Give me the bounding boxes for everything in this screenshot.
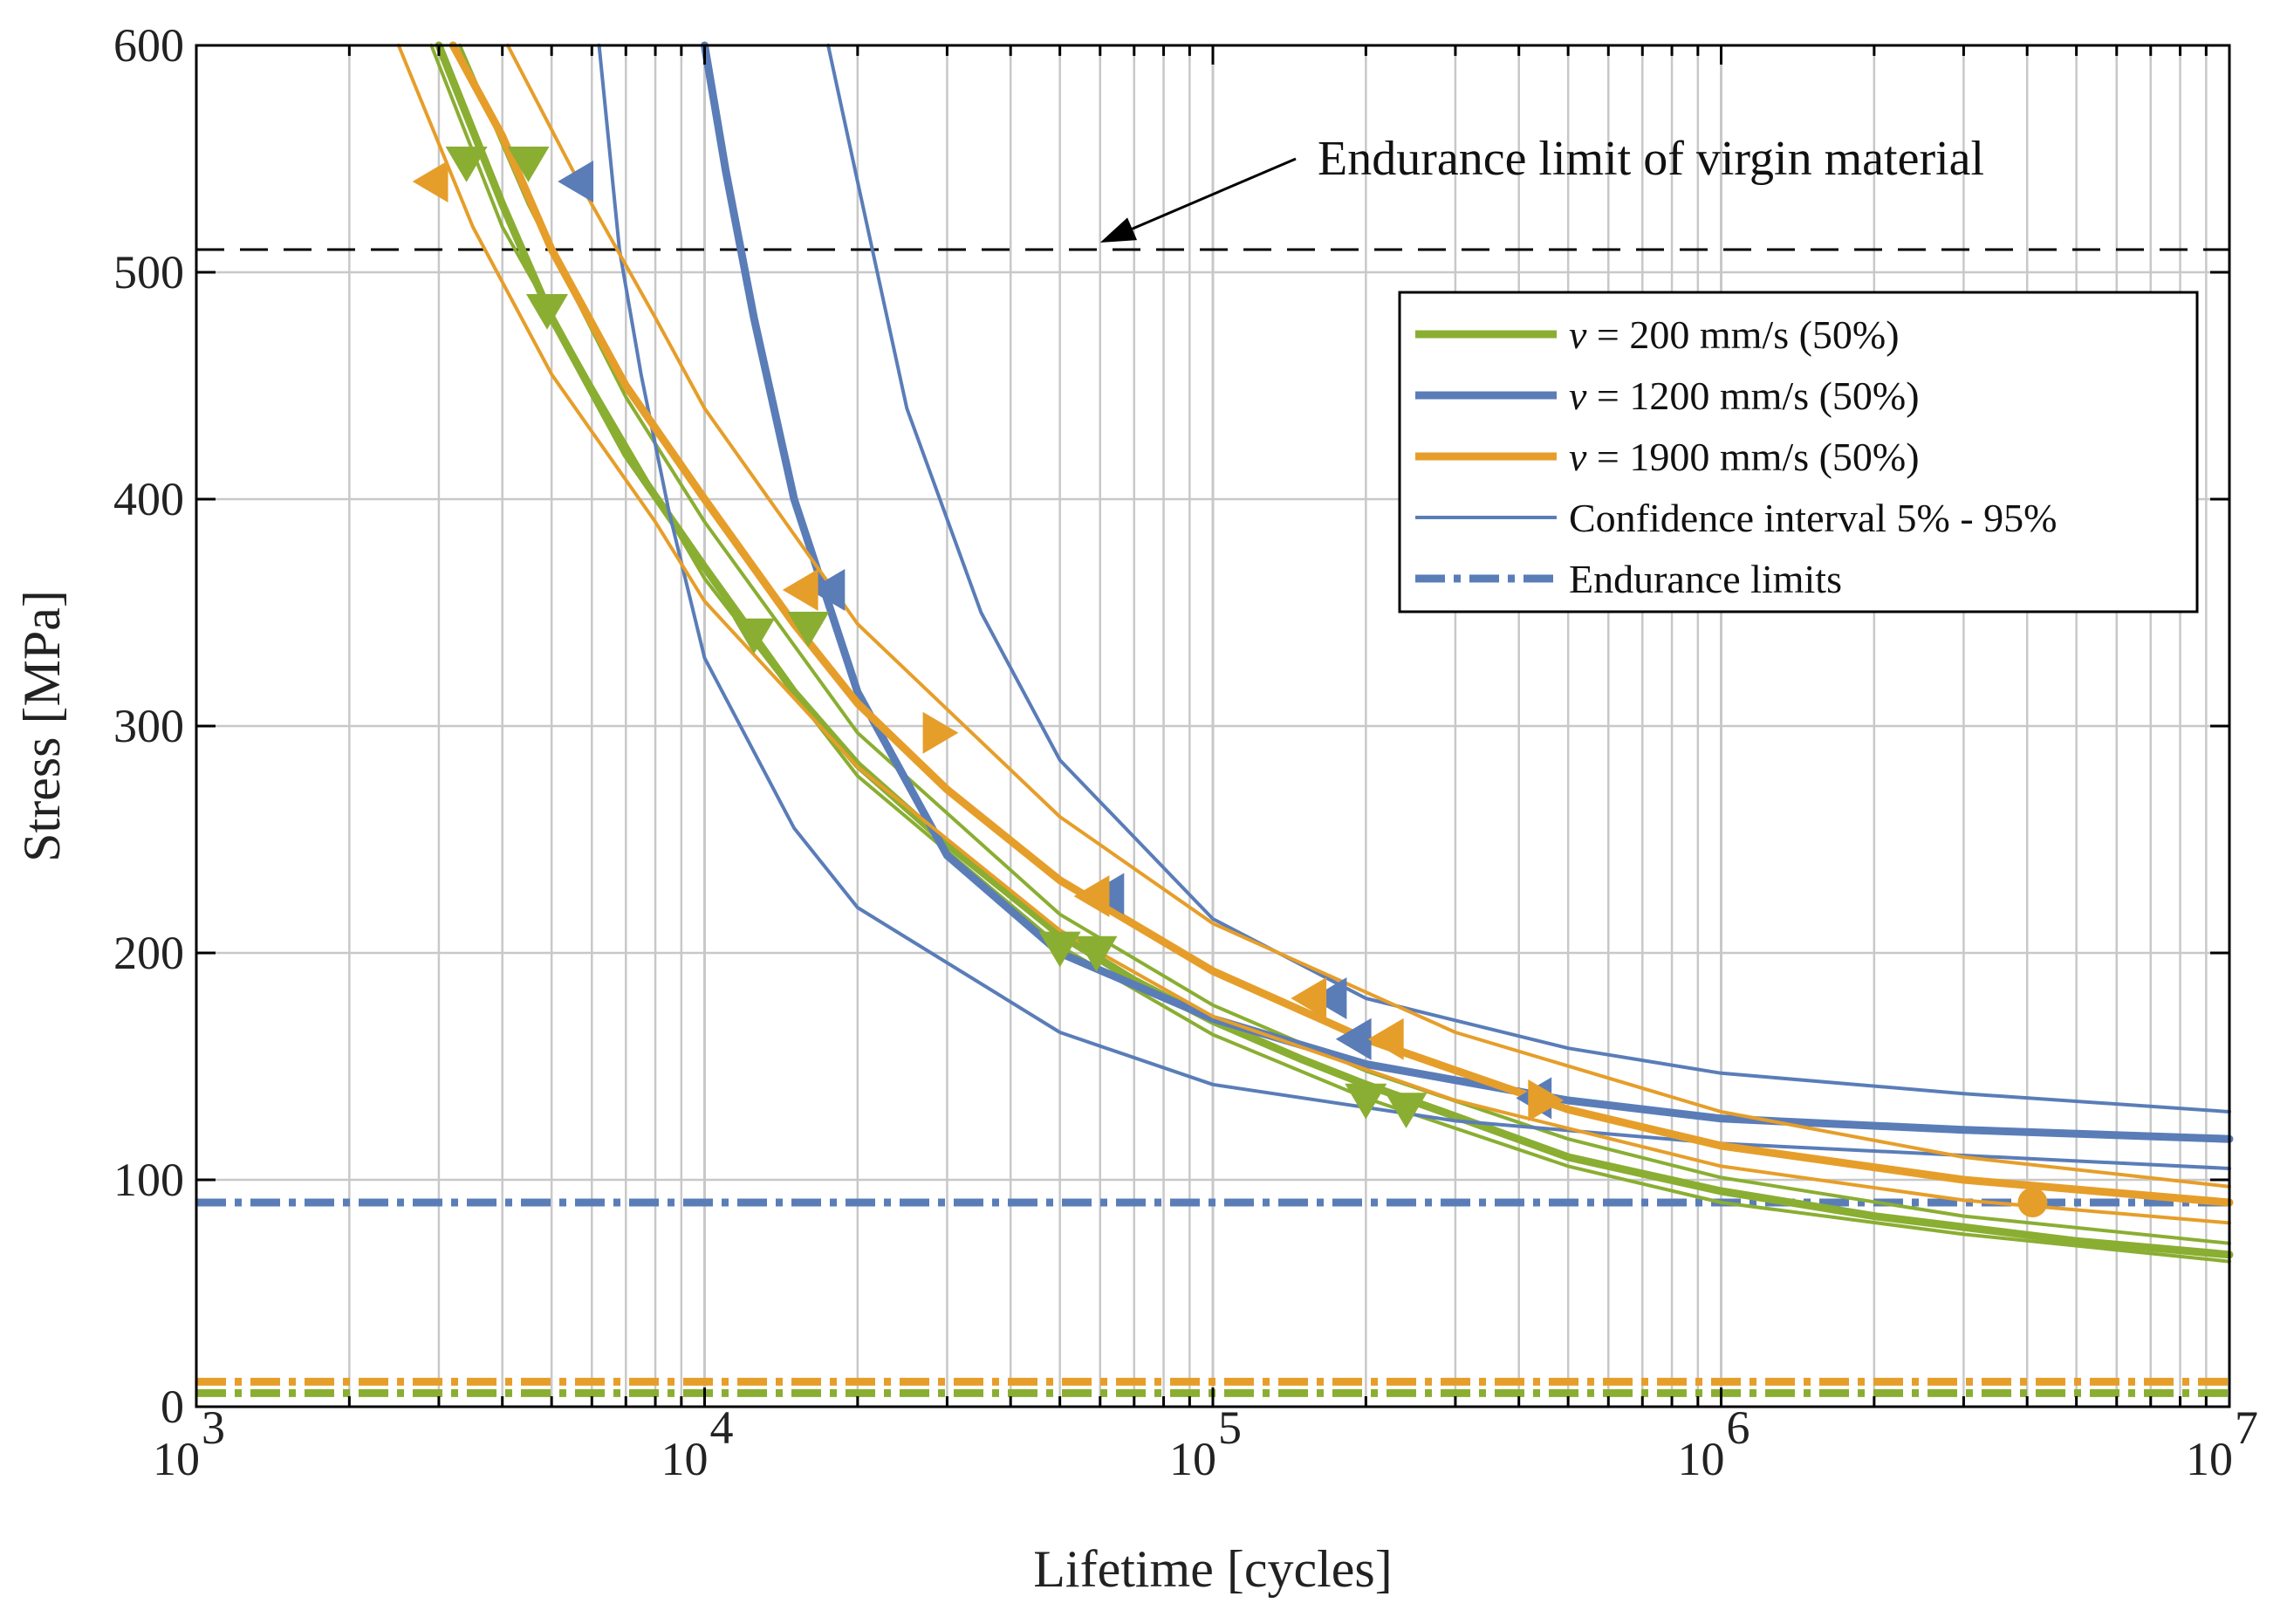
y-tick-label: 200 [113,927,184,979]
data-marker-triangle-down [1075,935,1118,972]
y-tick-labels: 0 100 200 300 400 500 600 [113,19,184,1433]
data-marker-triangle-left [1311,977,1347,1019]
confidence-bound-curve [505,44,2231,1189]
annotation-text: Endurance limit of virgin material [1318,132,1984,186]
confidence-bound-curve [597,44,2231,1170]
x-tick-label-exponent: 3 [202,1401,225,1454]
annotation: Endurance limit of virgin material [1099,132,1984,243]
x-tick-label-base: 10 [661,1433,709,1485]
legend-label-variable: v [1569,373,1587,418]
x-tick-label: 107 [2186,1401,2258,1485]
legend-box [1398,291,2199,613]
curves [396,41,2234,1264]
y-tick-label: 500 [113,246,184,298]
legend-label: v = 1200 mm/s (50%) [1569,373,1920,418]
median-curve [448,41,2234,1207]
data-marker-triangle-down [1345,1083,1387,1120]
data-marker-triangle-down [787,612,830,648]
y-axis-label: Stress [MPa] [13,590,71,862]
data-marker-triangle-down [526,294,568,330]
data-marker-triangle-down [507,147,550,182]
legend-label-text: Endurance limits [1569,557,1842,601]
data-marker-triangle-left [1073,875,1110,917]
legend-item: Confidence interval 5% - 95% [1415,496,2057,540]
legend: v = 200 mm/s (50%)v = 1200 mm/s (50%)v =… [1398,291,2199,613]
data-marker-triangle-down [1385,1093,1428,1128]
data-marker-circle [2017,1188,2048,1217]
x-tick-label-base: 10 [2186,1433,2233,1485]
data-marker-triangle-down [1038,931,1081,968]
x-tick-label-base: 10 [1169,1433,1216,1485]
legend-item: Endurance limits [1415,557,1842,601]
x-axis-label: Lifetime [cycles] [1033,1540,1392,1598]
x-tick-label: 106 [1678,1401,1750,1485]
confidence-bound-curve [396,44,2231,1225]
annotation-arrowhead [1099,217,1138,243]
data-marker-triangle-right [922,711,959,754]
axis-ticks [195,44,2229,1408]
legend-label-text: = 1900 mm/s (50%) [1586,435,1919,479]
x-tick-label-exponent: 5 [1218,1401,1242,1454]
confidence-bound-curve [826,44,2231,1114]
grid [196,45,2229,1407]
x-tick-label: 103 [153,1401,225,1485]
x-tick-label: 105 [1169,1401,1242,1485]
y-tick-label: 100 [113,1154,184,1206]
y-tick-label: 300 [113,700,184,752]
median-curve [435,41,2234,1259]
y-tick-label: 600 [113,19,184,72]
legend-label: Endurance limits [1569,557,1842,601]
legend-item: v = 200 mm/s (50%) [1415,312,1900,357]
data-marker-triangle-left [1335,1018,1372,1060]
data-marker-triangle-left [558,161,593,202]
x-tick-label: 104 [661,1401,734,1485]
x-tick-label-exponent: 4 [710,1401,734,1454]
legend-label-variable: v [1569,312,1587,357]
legend-item: v = 1200 mm/s (50%) [1415,373,1920,418]
data-marker-triangle-left [1291,977,1327,1019]
data-marker-triangle-right [1528,1079,1565,1121]
x-tick-label-base: 10 [1678,1433,1725,1485]
x-tick-label-base: 10 [153,1433,200,1485]
data-markers [412,147,2048,1217]
data-marker-triangle-left [412,161,448,202]
y-tick-label: 400 [113,473,184,525]
legend-label: Confidence interval 5% - 95% [1569,496,2057,540]
data-marker-triangle-left [809,569,846,611]
y-tick-label: 0 [161,1381,184,1433]
data-marker-triangle-left [782,569,818,611]
data-marker-triangle-down [445,147,488,182]
legend-label-variable: v [1569,435,1587,479]
legend-label-text: = 1200 mm/s (50%) [1586,373,1919,418]
legend-label-text: Confidence interval 5% - 95% [1569,496,2057,540]
confidence-bound-curve [458,44,2231,1245]
legend-items: v = 200 mm/s (50%)v = 1200 mm/s (50%)v =… [1415,312,2057,601]
legend-label: v = 1900 mm/s (50%) [1569,435,1920,479]
x-tick-label-exponent: 7 [2235,1401,2258,1454]
legend-item: v = 1900 mm/s (50%) [1415,435,1920,479]
data-marker-triangle-down [733,618,775,654]
data-marker-triangle-left [1367,1018,1404,1060]
x-tick-label-exponent: 6 [1727,1401,1750,1454]
legend-label: v = 200 mm/s (50%) [1569,312,1900,357]
annotation-arrow [1131,157,1297,230]
legend-label-text: = 200 mm/s (50%) [1586,312,1899,357]
